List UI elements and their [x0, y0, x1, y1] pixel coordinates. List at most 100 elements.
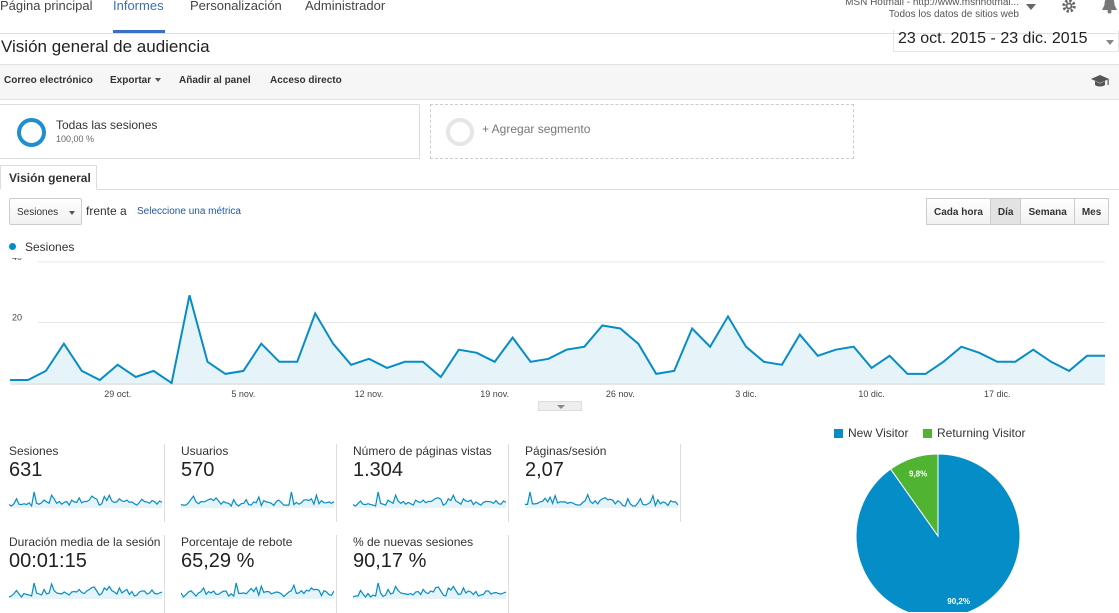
tab-customization[interactable]: Personalización — [190, 0, 282, 13]
sparkline-line — [353, 582, 506, 598]
sparkline-line — [9, 582, 162, 598]
x-tick-label: 3 dic. — [735, 389, 757, 399]
account-selector[interactable]: MSN Hotmail - http://www.msnhotmai... To… — [845, 0, 1019, 21]
metric-value: 65,29 % — [181, 550, 255, 572]
sparkline-area — [353, 492, 506, 508]
select-metric-link[interactable]: Seleccione una métrica — [137, 206, 241, 217]
export-button[interactable]: Exportar — [110, 75, 162, 86]
sparkline-area — [181, 583, 334, 599]
legend-label: New Visitor — [848, 426, 909, 440]
metric-card-users[interactable]: Usuarios 570 — [172, 444, 337, 522]
sparkline-area — [353, 583, 506, 599]
metric-label: Páginas/sesión — [525, 444, 607, 458]
metric-value: 631 — [9, 459, 43, 481]
series-line — [9, 295, 1105, 385]
top-nav: Página principal Informes Personalizació… — [0, 0, 1119, 34]
metric-card-bounce-rate[interactable]: Porcentaje de rebote 65,29 % — [172, 535, 337, 613]
x-tick-label: 29 oct. — [104, 389, 131, 399]
series-legend-dot — [9, 243, 16, 250]
date-start: 23 oct. 2015 — [898, 30, 987, 47]
pie-legend-new[interactable]: New Visitor — [834, 426, 908, 440]
pie-slice-label: 9,8% — [909, 469, 927, 478]
x-tick-label: 26 nov. — [606, 389, 635, 399]
versus-label: frente a — [86, 204, 127, 218]
chevron-down-icon — [69, 211, 75, 215]
page-title: Visión general de audiencia — [1, 37, 210, 56]
metric-sparkline — [9, 491, 162, 508]
add-segment-button[interactable]: + Agregar segmento — [430, 104, 854, 159]
x-tick-label: 10 dic. — [858, 389, 885, 399]
legend-swatch — [834, 429, 843, 438]
segment-percentage: 100,00 % — [56, 134, 95, 144]
metric-value: 90,17 % — [353, 550, 427, 572]
bell-icon[interactable] — [1100, 0, 1119, 14]
granularity-month[interactable]: Mes — [1073, 198, 1110, 225]
sessions-line-chart[interactable]: 20 40 29 oct. 5 nov. 12 nov. 19 nov. 26 nov. 3 … — [0, 258, 1119, 401]
tab-home[interactable]: Página principal — [0, 0, 93, 13]
tab-reports[interactable]: Informes — [113, 0, 164, 13]
pie-slice-returning-visitor — [889, 453, 939, 538]
sparkline-area — [9, 583, 162, 599]
granularity-day[interactable]: Día — [989, 198, 1022, 225]
metric-card-pageviews[interactable]: Número de páginas vistas 1.304 — [344, 444, 509, 522]
metric-label: % de nuevas sesiones — [353, 535, 474, 549]
visitor-type-pie-chart[interactable]: 90,2% 9,8% — [850, 452, 1030, 612]
x-tick-label: 12 nov. — [355, 389, 384, 399]
metric-value: 1.304 — [353, 459, 404, 481]
metric-sparkline — [181, 582, 334, 599]
series-legend-label: Sesiones — [25, 240, 75, 254]
tab-overview[interactable]: Visión general — [0, 165, 97, 190]
segment-name: Todas las sesiones — [56, 118, 158, 132]
metric-sparkline — [181, 491, 334, 508]
segment-all-sessions[interactable]: Todas las sesiones 100,00 % — [0, 104, 420, 159]
legend-label: Returning Visitor — [937, 426, 1026, 440]
gear-icon[interactable] — [1061, 0, 1077, 14]
y-tick-label: 40 — [12, 258, 22, 262]
metric-label: Sesiones — [9, 444, 59, 458]
tab-admin[interactable]: Administrador — [305, 0, 386, 13]
x-tick-label: 17 dic. — [984, 389, 1011, 399]
report-toolbar: Correo electrónico Exportar Añadir al pa… — [0, 64, 1119, 100]
shortcut-button[interactable]: Acceso directo — [270, 75, 342, 86]
sparkline-line — [181, 491, 334, 508]
email-button[interactable]: Correo electrónico — [4, 75, 93, 86]
x-tick-label: 5 nov. — [231, 389, 255, 399]
chart-collapse-handle[interactable] — [538, 401, 582, 411]
metric-sparkline — [9, 582, 162, 599]
metric-card-new-sessions[interactable]: % de nuevas sesiones 90,17 % — [344, 535, 509, 613]
chevron-down-icon[interactable] — [1026, 4, 1036, 10]
sparkline-line — [9, 491, 162, 508]
active-tab-indicator — [113, 30, 165, 33]
metric-select-value: Sesiones — [17, 207, 59, 218]
pie-legend-returning[interactable]: Returning Visitor — [923, 426, 1026, 440]
metric-label: Usuarios — [181, 444, 229, 458]
metric-card-avg-session-duration[interactable]: Duración media de la sesión 00:01:15 — [0, 535, 165, 613]
segment-ring-icon — [17, 118, 46, 147]
chevron-down-icon — [155, 78, 162, 83]
metric-card-pages-per-session[interactable]: Páginas/sesión 2,07 — [516, 444, 681, 522]
metric-label: Duración media de la sesión — [9, 535, 161, 549]
account-view: Todos los datos de sitios web — [888, 9, 1019, 20]
metric-card-sessions[interactable]: Sesiones 631 — [0, 444, 165, 522]
x-tick-label: 19 nov. — [480, 389, 509, 399]
metric-select[interactable]: Sesiones — [9, 198, 82, 225]
granularity-hourly[interactable]: Cada hora — [926, 198, 991, 225]
metric-value: 2,07 — [525, 459, 564, 481]
sparkline-line — [353, 491, 506, 507]
granularity-week[interactable]: Semana — [1020, 198, 1075, 225]
metric-sparkline — [353, 491, 506, 508]
date-separator: - — [990, 30, 996, 47]
granularity-toggle: Cada hora Día Semana Mes — [926, 198, 1110, 225]
add-to-dashboard-button[interactable]: Añadir al panel — [179, 75, 251, 86]
sparkline-line — [525, 491, 678, 508]
graduation-cap-icon[interactable] — [1090, 73, 1110, 89]
date-end: 23 dic. 2015 — [1000, 30, 1088, 47]
y-tick-label: 20 — [12, 313, 22, 323]
tab-divider — [97, 189, 1119, 190]
date-range-picker[interactable]: 23 oct. 2015 - 23 dic. 2015 — [893, 30, 1119, 52]
metric-value: 00:01:15 — [9, 550, 87, 572]
metric-label: Número de páginas vistas — [353, 444, 492, 458]
metric-label: Porcentaje de rebote — [181, 535, 293, 549]
metric-sparkline — [525, 491, 678, 508]
sparkline-line — [181, 582, 334, 598]
